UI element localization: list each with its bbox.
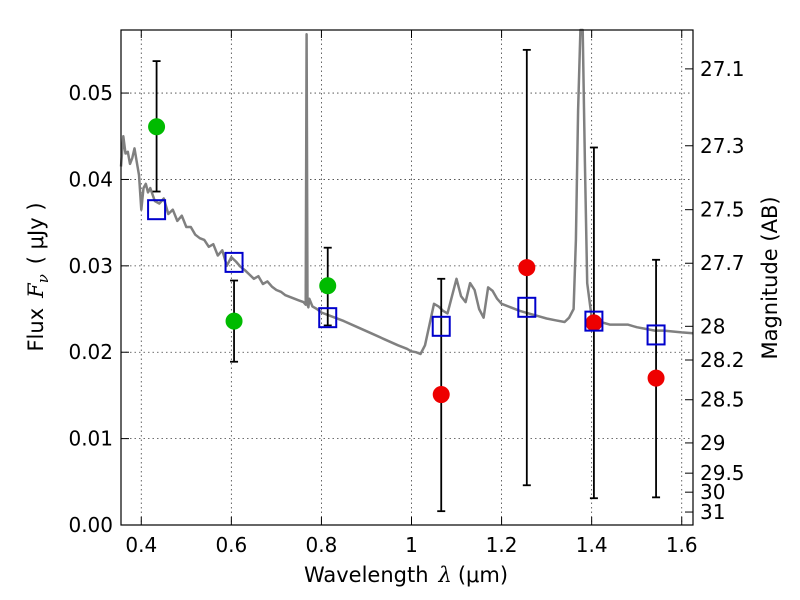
observed-point	[432, 386, 450, 404]
y2-tick-label: 29	[700, 431, 725, 455]
model-square	[431, 315, 451, 337]
y-tick-label: 0.01	[68, 427, 113, 451]
y-tick-label: 0.02	[68, 340, 113, 364]
observed-point	[518, 259, 536, 277]
plot-frame	[120, 29, 694, 526]
model-squares	[147, 199, 666, 346]
y2-tick-label: 27.1	[700, 57, 745, 81]
model-square	[318, 307, 338, 329]
x-tick-label: 0.8	[306, 533, 338, 557]
y-tick-label: 0.05	[68, 81, 113, 105]
observed-point	[585, 314, 603, 332]
x-tick-label: 1	[405, 533, 418, 557]
model-square	[517, 296, 537, 318]
ticks	[121, 30, 693, 526]
x-tick-label: 0.6	[215, 533, 247, 557]
y2-tick-label: 27.5	[700, 198, 745, 222]
y2-tick-label: 28.2	[700, 348, 745, 372]
model-square	[646, 324, 666, 346]
y-tick-label: 0.04	[68, 167, 113, 191]
y2-tick-label: 29.5	[700, 461, 745, 485]
grid	[121, 30, 693, 526]
y2-axis-label: Magnitude (AB)	[758, 196, 782, 359]
y-tick-label: 0.03	[68, 254, 113, 278]
x-tick-label: 0.4	[125, 533, 157, 557]
x-axis-label: Wavelength λ (μm)	[304, 563, 508, 587]
model-square	[584, 310, 604, 332]
sed-model-curve	[119, 28, 694, 356]
y2-tick-label: 27.3	[700, 134, 745, 158]
y-axis-label: FluxFν( μJy )	[24, 202, 52, 351]
x-tick-labels: 0.4 0.6 0.8 1 1.2 1.4 1.6	[125, 533, 697, 557]
observed-point	[647, 369, 665, 387]
observed-point	[225, 312, 243, 330]
x-tick-label: 1.6	[666, 533, 698, 557]
x-tick-label: 1.2	[486, 533, 518, 557]
y-tick-labels: 0.00 0.01 0.02 0.03 0.04 0.05	[68, 81, 113, 537]
observed-point	[148, 118, 166, 136]
observed-point	[319, 277, 337, 295]
y2-tick-label: 31	[700, 500, 725, 524]
sed-model-curve-group	[119, 28, 694, 356]
x-tick-label: 1.4	[576, 533, 608, 557]
y2-tick-label: 28.5	[700, 388, 745, 412]
y2-tick-label: 27.7	[700, 251, 745, 275]
y2-tick-label: 28	[700, 314, 725, 338]
model-square	[147, 199, 167, 221]
y-tick-label: 0.00	[68, 513, 113, 537]
y2-tick-label: 30	[700, 480, 725, 504]
model-square	[224, 251, 244, 273]
